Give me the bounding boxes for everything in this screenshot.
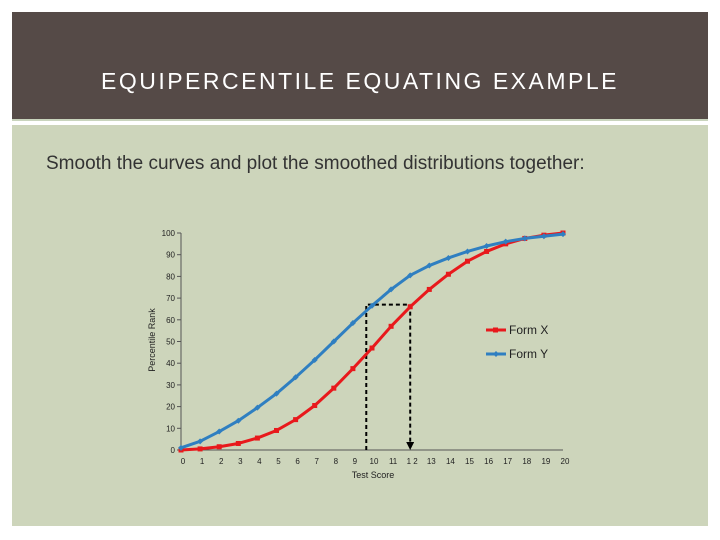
x-tick-label: 14: [446, 457, 455, 466]
form-x-point: [216, 444, 222, 450]
x-tick-label: 20: [561, 457, 570, 466]
x-tick-label: 19: [541, 457, 550, 466]
x-tick-label: 15: [465, 457, 474, 466]
form-y-point: [464, 248, 471, 255]
form-y-point: [273, 390, 280, 397]
legend-marker: [493, 327, 498, 333]
y-tick-label: 40: [166, 359, 175, 368]
form-y-point: [254, 404, 261, 411]
form-y-point: [521, 235, 528, 242]
series-line-form-x: [180, 231, 564, 452]
form-x-point: [388, 323, 394, 329]
form-x-point: [445, 271, 451, 277]
y-tick-label: 20: [166, 403, 175, 412]
annotations: [365, 303, 415, 450]
x-tick-label: 17: [503, 457, 512, 466]
body-text: Smooth the curves and plot the smoothed …: [46, 153, 585, 174]
form-y-point: [369, 302, 375, 309]
y-tick-label: 90: [166, 251, 175, 260]
form-x-point: [407, 304, 413, 310]
y-tick-label: 80: [166, 272, 175, 281]
form-x-point: [484, 248, 490, 254]
x-tick-label: 1: [200, 457, 205, 466]
form-y-point: [197, 438, 204, 445]
form-y-point: [330, 338, 337, 345]
legend-label: Form X: [509, 323, 548, 337]
form-x-point: [254, 435, 260, 441]
x-tick-label: 9: [353, 457, 358, 466]
x-tick-label: 8: [334, 457, 339, 466]
form-y-point: [426, 262, 433, 269]
x-tick-label: 0: [181, 457, 186, 466]
y-tick-label: 70: [166, 294, 175, 303]
slide-title: EQUIPERCENTILE EQUATING EXAMPLE: [100, 68, 619, 94]
form-y-point: [178, 444, 184, 451]
form-x-point: [293, 417, 299, 423]
form-y-point: [292, 374, 299, 381]
x-tick-label: 10: [370, 457, 379, 466]
legend-label: Form Y: [509, 347, 548, 361]
x-tick-label: 11: [389, 457, 398, 466]
form-x-point: [312, 403, 318, 409]
x-tick-label: 3: [238, 457, 243, 466]
x-tick-label: 4: [257, 457, 262, 466]
legend: Form X Form Y: [486, 323, 548, 361]
y-tick-label: 50: [166, 338, 175, 347]
form-x-point: [465, 258, 470, 264]
y-axis-label: Percentile Rank: [147, 308, 157, 372]
y-tick-label: 0: [171, 446, 176, 455]
slide-header: EQUIPERCENTILE EQUATING EXAMPLE: [12, 12, 708, 121]
form-y-point: [388, 286, 395, 293]
x-tick-label: 7: [314, 457, 319, 466]
x-tick-label: 1 2: [407, 457, 419, 466]
form-y-point: [216, 428, 223, 435]
form-x-point: [197, 446, 203, 452]
x-tick-label: 2: [219, 457, 224, 466]
form-y-point: [235, 417, 242, 424]
form-y-point: [560, 231, 566, 238]
form-x-point: [274, 427, 279, 433]
form-x-point: [235, 440, 241, 446]
form-y-point: [349, 320, 356, 327]
y-tick-label: 100: [162, 229, 176, 238]
x-tick-label: 5: [276, 457, 281, 466]
form-y-point: [540, 233, 547, 240]
form-x-point: [369, 345, 375, 351]
form-y-point: [502, 238, 509, 245]
x-tick-label: 18: [522, 457, 531, 466]
form-x-point: [350, 366, 356, 372]
y-tick-label: 60: [166, 316, 175, 325]
y-tick-label: 10: [166, 424, 175, 433]
x-tick-label: 6: [295, 457, 300, 466]
x-axis-label: Test Score: [352, 470, 395, 480]
x-tick-label: 13: [427, 457, 436, 466]
form-y-point: [407, 272, 414, 279]
legend-marker: [493, 351, 499, 357]
series-line-form-y: [180, 232, 564, 450]
x-tick-label: 16: [484, 457, 493, 466]
dashed-guide: [365, 303, 411, 450]
form-y-point: [311, 356, 318, 363]
form-y-point: [483, 243, 490, 250]
y-tick-label: 30: [166, 381, 175, 390]
series: [178, 230, 566, 453]
form-y-point: [445, 254, 452, 261]
form-x-point: [331, 385, 337, 391]
form-x-point: [426, 286, 432, 292]
content-panel: [12, 125, 708, 526]
